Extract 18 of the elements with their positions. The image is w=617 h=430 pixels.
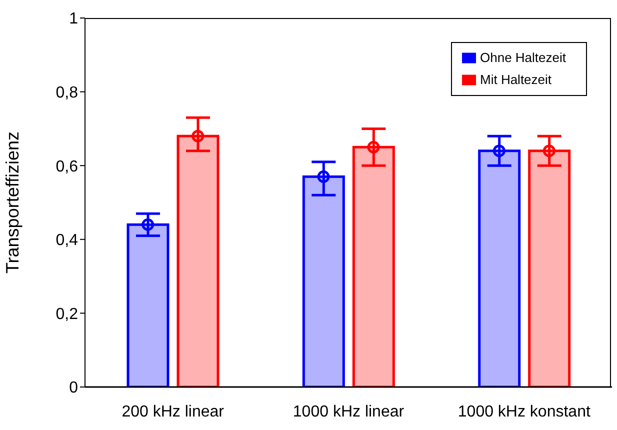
bar	[528, 150, 571, 387]
bar	[302, 175, 345, 387]
bar	[478, 150, 521, 387]
y-tick-label: 0,4	[56, 232, 78, 250]
y-tick-label: 0,8	[56, 84, 78, 102]
y-axis-title: Transporteffizienz	[2, 131, 22, 274]
bar	[176, 134, 220, 387]
y-tick-label: 0,2	[56, 306, 78, 323]
y-tick-label: 0	[69, 380, 78, 397]
legend-label: Ohne Haltezeit	[480, 50, 566, 65]
x-tick-label: 1000 kHz konstant	[458, 403, 591, 420]
y-tick-label: 1	[69, 10, 78, 28]
x-tick-label: 1000 kHz linear	[292, 403, 405, 420]
x-tick-label: 200 kHz linear	[122, 403, 225, 420]
bar	[352, 146, 395, 387]
legend-label: Mit Haltezeit	[480, 72, 552, 87]
bar	[126, 223, 170, 387]
y-tick-label: 0,6	[56, 158, 78, 176]
